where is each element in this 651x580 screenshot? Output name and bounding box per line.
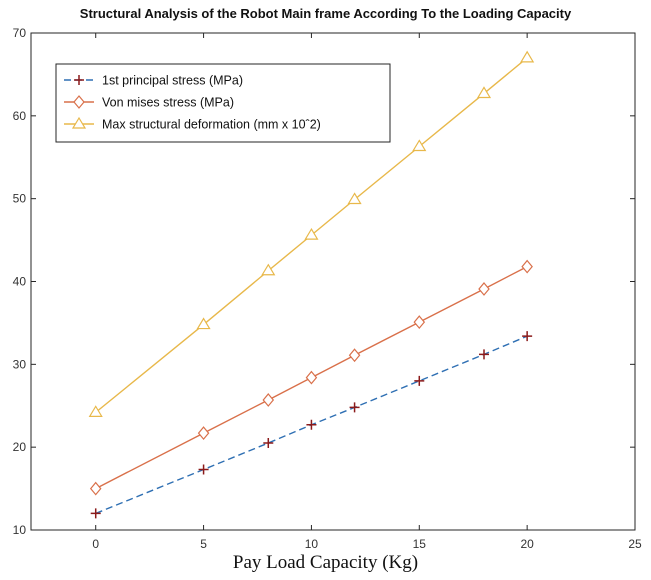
triangle-marker bbox=[304, 227, 319, 240]
legend-item: Max structural deformation (mm x 10ˆ2) bbox=[64, 116, 321, 132]
plus-marker bbox=[414, 375, 425, 386]
y-tick-label: 60 bbox=[13, 109, 27, 123]
diamond-marker bbox=[89, 481, 102, 496]
series bbox=[89, 259, 533, 496]
series-line bbox=[95, 265, 528, 490]
triangle-marker bbox=[476, 86, 492, 99]
y-tick-label: 20 bbox=[13, 440, 27, 454]
series bbox=[88, 50, 535, 417]
x-axis-label: Pay Load Capacity (Kg) bbox=[232, 552, 419, 573]
triangle-marker bbox=[196, 317, 211, 330]
diamond-marker bbox=[348, 348, 361, 363]
diamond-marker bbox=[73, 95, 85, 109]
legend: 1st principal stress (MPa) Von mises stre… bbox=[55, 63, 391, 143]
x-tick-label: 15 bbox=[413, 537, 427, 551]
y-tick-label: 40 bbox=[13, 275, 27, 289]
plus-marker bbox=[479, 349, 489, 360]
triangle-marker bbox=[412, 139, 427, 152]
legend-label: Max structural deformation (mm x 10ˆ2) bbox=[102, 118, 321, 132]
x-tick-label: 5 bbox=[200, 537, 207, 551]
triangle-marker bbox=[71, 116, 87, 129]
axis-ticks: 0 5 10 15 20 25 10 20 30 40 50 60 70 bbox=[13, 26, 642, 551]
plus-marker bbox=[74, 75, 84, 85]
x-tick-label: 20 bbox=[520, 537, 534, 551]
plus-marker bbox=[522, 331, 533, 342]
diamond-marker bbox=[521, 259, 533, 274]
y-tick-label: 50 bbox=[13, 192, 27, 206]
legend-item: Von mises stress (MPa) bbox=[64, 95, 234, 110]
triangle-marker bbox=[261, 263, 276, 276]
diamond-marker bbox=[413, 315, 426, 330]
x-tick-label: 25 bbox=[628, 537, 642, 551]
legend-item: 1st principal stress (MPa) bbox=[64, 74, 243, 88]
triangle-marker bbox=[520, 50, 535, 63]
plus-marker bbox=[198, 464, 209, 475]
diamond-marker bbox=[262, 393, 275, 407]
x-tick-label: 0 bbox=[92, 537, 99, 551]
series-line bbox=[95, 335, 528, 515]
triangle-marker bbox=[88, 405, 103, 417]
plus-marker bbox=[306, 419, 317, 430]
plus-marker bbox=[263, 438, 274, 449]
plus-marker bbox=[349, 402, 360, 413]
chart-title: Structural Analysis of the Robot Main fr… bbox=[79, 6, 572, 21]
plus-marker bbox=[90, 508, 101, 519]
x-tick-label: 10 bbox=[305, 537, 319, 551]
diamond-marker bbox=[197, 426, 210, 441]
series bbox=[90, 331, 533, 519]
legend-label: 1st principal stress (MPa) bbox=[102, 74, 243, 88]
y-tick-label: 30 bbox=[13, 357, 27, 371]
diamond-marker bbox=[478, 282, 490, 296]
series-line bbox=[95, 57, 528, 413]
y-tick-label: 70 bbox=[13, 26, 27, 40]
triangle-marker bbox=[347, 192, 362, 205]
diamond-marker bbox=[305, 370, 318, 385]
legend-box bbox=[55, 63, 391, 143]
legend-label: Von mises stress (MPa) bbox=[102, 96, 234, 110]
series-layer bbox=[88, 50, 535, 519]
y-tick-label: 10 bbox=[13, 523, 27, 537]
